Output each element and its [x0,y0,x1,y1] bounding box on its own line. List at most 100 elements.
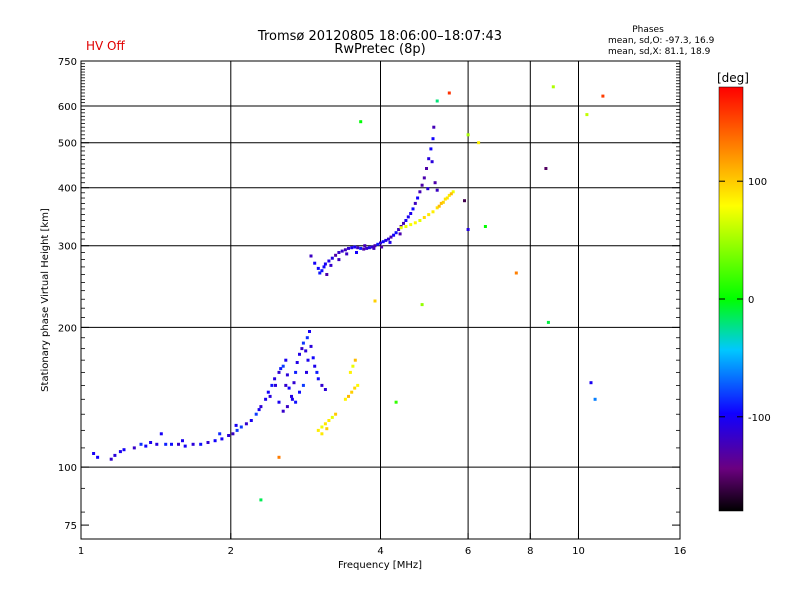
data-point [316,377,320,381]
data-point [418,190,422,194]
data-point [281,409,285,413]
data-point [343,397,347,401]
data-point [277,400,281,404]
data-point [199,442,203,446]
data-point [398,232,402,236]
data-point [290,394,293,398]
data-point [427,157,431,161]
data-point [139,442,143,446]
data-point [353,245,357,249]
data-point [301,341,305,345]
data-point [181,439,184,443]
phases-o-stat: mean, sd,O: -97.3, 16.9 [608,36,715,46]
data-point [325,273,329,276]
data-point [274,383,277,387]
data-point [353,358,357,362]
data-point [337,251,341,254]
data-point [259,405,263,409]
data-point [305,370,308,374]
data-point [451,190,455,194]
data-point [429,147,433,151]
data-point [290,397,294,401]
data-point [388,240,392,244]
data-point [318,271,322,275]
data-point [350,390,354,394]
data-point [416,196,420,200]
data-point [323,388,327,391]
data-point [413,221,417,225]
data-point [334,253,338,257]
y-tick-label: 750 [58,57,77,68]
data-point [466,228,470,231]
data-point [285,405,289,409]
axis-ticks: 1 2 4 6 8 10 16 75 100 200 300 400 500 600 750 [58,57,686,557]
data-point [397,228,401,231]
data-point [363,244,367,248]
data-point [301,383,305,387]
data-point [295,361,299,364]
data-point [449,192,453,196]
data-point [316,266,320,270]
data-point [235,428,239,432]
data-point [420,183,424,187]
data-point [413,201,417,205]
data-point [239,425,243,429]
data-point [109,457,113,461]
data-point [439,201,443,205]
data-point [359,120,363,124]
data-point [409,223,413,227]
data-point [593,397,597,401]
data-point [404,219,408,222]
data-point [177,442,180,446]
data-point [320,425,324,429]
data-point [350,246,354,250]
data-point [284,358,288,362]
colorbar-tick-label: 100 [748,177,767,188]
data-point [320,269,324,273]
x-tick-label: 2 [228,546,234,557]
data-point [435,206,439,210]
data-point [287,386,291,390]
data-point [234,423,238,427]
data-point [445,196,449,200]
chart-title: Tromsø 20120805 18:06:00–18:07:43 [257,29,502,44]
data-point [273,377,277,381]
x-axis-label: Frequency [MHz] [338,560,422,571]
data-point [420,303,424,307]
data-point [320,383,324,387]
data-point [422,176,426,180]
chart-subtitle: RwPretec (8p) [334,42,425,57]
data-point [330,256,334,260]
colorbar-title: [deg] [717,71,749,85]
data-point [298,390,301,394]
data-point [399,226,403,230]
data-point [118,450,122,454]
data-point [309,344,313,348]
x-tick-label: 6 [465,546,471,557]
data-point [376,242,380,246]
data-point [381,240,385,244]
data-point [266,390,270,394]
data-point [353,386,357,390]
data-point [372,246,376,250]
data-point [164,442,168,446]
data-point [259,498,263,502]
data-point [402,221,405,225]
data-point [427,213,431,217]
data-point [551,85,555,89]
y-axis-label: Stationary phase Virtual Height [km] [40,208,51,392]
data-point [432,125,436,129]
data-point [334,412,338,416]
data-point [544,167,548,170]
data-point [345,252,349,256]
data-point [362,247,366,251]
data-point [155,442,159,446]
data-point [284,383,288,387]
data-point [264,397,268,401]
data-point [308,330,311,333]
data-point [437,204,441,208]
data-points [92,85,605,502]
data-point [327,419,331,422]
data-point [294,370,298,374]
data-point [292,381,296,385]
